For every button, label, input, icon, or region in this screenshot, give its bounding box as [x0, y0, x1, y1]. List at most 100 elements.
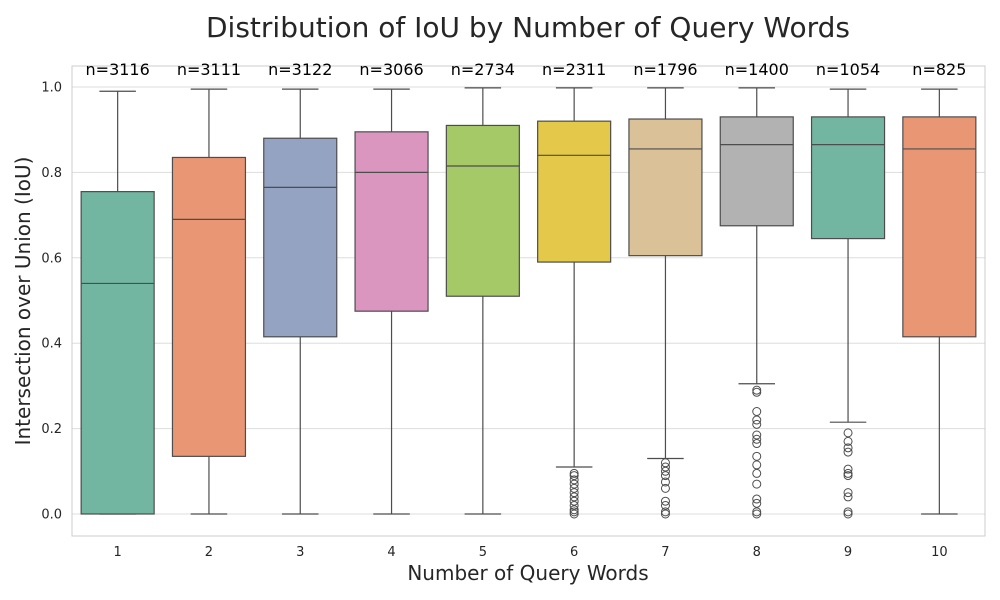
- box-iqr: [354, 131, 429, 312]
- box-group-2: [171, 88, 247, 515]
- box-iqr: [171, 156, 247, 457]
- y-tick-label: 0.8: [41, 166, 62, 181]
- outlier-point: [660, 500, 670, 510]
- outlier-point: [569, 483, 579, 493]
- outlier-point: [843, 488, 853, 498]
- x-tick-label: 10: [931, 545, 948, 560]
- box-group-1: [80, 90, 155, 515]
- n-count-label: n=3111: [177, 60, 241, 79]
- x-axis-label: Number of Query Words: [407, 561, 648, 585]
- box-iqr: [902, 116, 977, 338]
- outlier-point: [752, 430, 762, 440]
- box-iqr: [445, 124, 520, 297]
- outlier-point: [569, 468, 579, 478]
- y-axis-label: Intersection over Union (IoU): [11, 157, 35, 446]
- box-group-8: [719, 87, 794, 519]
- outlier-point: [660, 466, 670, 476]
- box-group-6: [537, 87, 612, 519]
- box-group-10: [902, 88, 977, 515]
- outlier-point: [752, 451, 762, 461]
- outlier-point: [843, 464, 853, 474]
- box-group-5: [445, 87, 520, 515]
- outlier-point: [843, 471, 853, 481]
- box-iqr: [537, 120, 612, 263]
- boxes-layer: [80, 87, 977, 519]
- outlier-point: [569, 479, 579, 489]
- outlier-point: [752, 434, 762, 444]
- plot-border: [71, 65, 986, 537]
- x-tick-labels: 1 2 3 4 5 6 7 8 9 10: [114, 545, 948, 560]
- box-group-3: [263, 88, 338, 515]
- box-iqr: [719, 116, 794, 227]
- outlier-point: [752, 460, 762, 470]
- outlier-point: [569, 492, 579, 502]
- outlier-point: [843, 443, 853, 453]
- outlier-point: [752, 385, 762, 395]
- outlier-point: [660, 507, 670, 517]
- n-labels: n=3116 n=3111 n=3122 n=3066 n=2734 n=2311 n=17…: [86, 60, 967, 79]
- outlier-point: [660, 496, 670, 506]
- y-tick-label: 0.6: [41, 251, 62, 266]
- outlier-point: [752, 494, 762, 504]
- box-iqr: [628, 118, 703, 257]
- n-count-label: n=1796: [633, 60, 697, 79]
- n-count-label: n=1054: [816, 60, 880, 79]
- outlier-point: [660, 477, 670, 487]
- outlier-point: [660, 462, 670, 472]
- outlier-point: [752, 439, 762, 449]
- x-tick-label: 9: [844, 545, 852, 560]
- x-tick-label: 4: [387, 545, 395, 560]
- outlier-point: [569, 488, 579, 498]
- x-tick-label: 6: [570, 545, 578, 560]
- outlier-point: [569, 505, 579, 515]
- n-count-label: n=3122: [268, 60, 332, 79]
- box-group-9: [810, 88, 886, 519]
- y-tick-label: 0.0: [41, 508, 62, 523]
- outlier-point: [843, 436, 853, 446]
- x-tick-label: 8: [753, 545, 761, 560]
- n-count-label: n=1400: [725, 60, 789, 79]
- outlier-point: [752, 415, 762, 425]
- outlier-point: [752, 498, 762, 508]
- outlier-point: [752, 479, 762, 489]
- n-count-label: n=3116: [86, 60, 150, 79]
- outlier-point: [843, 509, 853, 519]
- outlier-point: [660, 509, 670, 519]
- outlier-point: [843, 492, 853, 502]
- y-tick-label: 0.4: [41, 337, 62, 352]
- box-iqr: [263, 137, 338, 338]
- outlier-point: [752, 507, 762, 517]
- outlier-point: [752, 387, 762, 397]
- n-count-label: n=825: [912, 60, 966, 79]
- outlier-point: [569, 509, 579, 519]
- outlier-point: [752, 468, 762, 478]
- box-group-4: [354, 88, 429, 515]
- outlier-point: [752, 419, 762, 429]
- n-count-label: n=3066: [359, 60, 423, 79]
- outlier-point: [843, 507, 853, 517]
- n-count-label: n=2734: [451, 60, 515, 79]
- x-tick-label: 3: [296, 545, 304, 560]
- outlier-point: [843, 468, 853, 478]
- box-group-7: [628, 87, 703, 519]
- outlier-point: [569, 496, 579, 506]
- y-tick-label: 1.0: [41, 81, 62, 96]
- y-tick-labels: 0.0 0.2 0.4 0.6 0.8 1.0: [41, 81, 62, 523]
- box-iqr: [80, 191, 155, 515]
- outlier-point: [569, 500, 579, 510]
- outlier-point: [660, 458, 670, 468]
- outlier-point: [569, 471, 579, 481]
- outlier-point: [843, 428, 853, 438]
- x-tick-label: 2: [205, 545, 213, 560]
- outlier-point: [843, 447, 853, 457]
- chart-title: Distribution of IoU by Number of Query W…: [206, 11, 850, 44]
- x-tick-label: 1: [114, 545, 122, 560]
- outlier-point: [569, 475, 579, 485]
- outlier-point: [660, 471, 670, 481]
- n-count-label: n=2311: [542, 60, 606, 79]
- y-tick-label: 0.2: [41, 422, 62, 437]
- box-iqr: [810, 116, 886, 240]
- x-tick-label: 7: [661, 545, 669, 560]
- outlier-point: [752, 509, 762, 519]
